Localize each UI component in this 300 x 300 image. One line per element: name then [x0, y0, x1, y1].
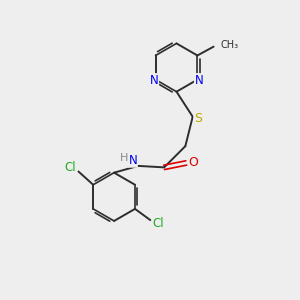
Text: H: H: [120, 153, 128, 163]
Text: S: S: [194, 112, 202, 125]
Text: N: N: [128, 154, 137, 167]
Text: Cl: Cl: [64, 161, 76, 175]
Text: N: N: [194, 74, 203, 87]
Text: O: O: [189, 157, 199, 169]
Text: N: N: [150, 74, 158, 87]
Text: Cl: Cl: [153, 217, 164, 230]
Text: CH₃: CH₃: [220, 40, 238, 50]
